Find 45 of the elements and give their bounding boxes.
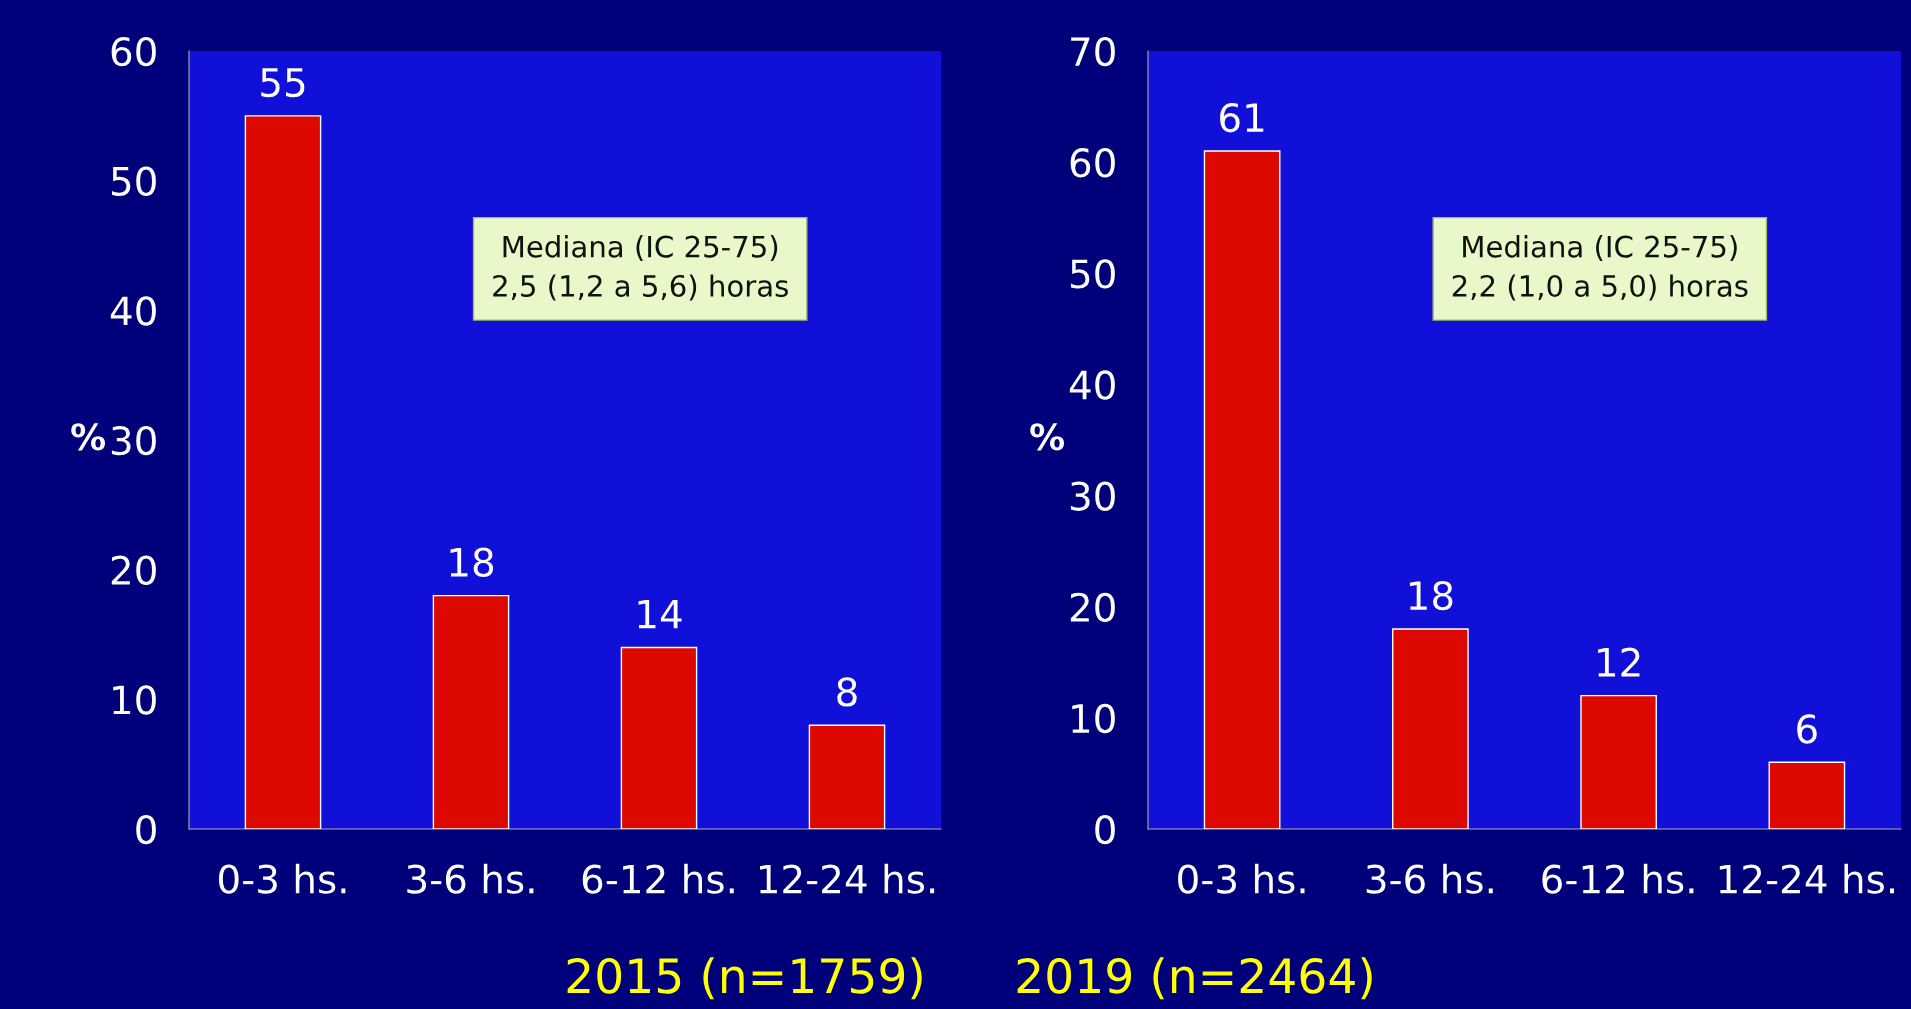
y-tick-label: 70 xyxy=(1071,36,1115,67)
y-axis-title: % xyxy=(71,423,106,451)
y-tick-label: 10 xyxy=(113,685,156,715)
text: 2015 (n=1759) xyxy=(567,957,922,1000)
x-tick-label: 12-24 hs. xyxy=(759,863,935,894)
annotation: Mediana (IC 25-75) 2,2 (1,0 a 5,0) horas xyxy=(1452,235,1748,301)
x-tick-label: 0-3 hs. xyxy=(218,863,346,894)
bar xyxy=(620,646,698,829)
y-tick-label: 20 xyxy=(1070,592,1115,623)
x-tick-label: 12-24 hs. xyxy=(1719,863,1894,894)
x-tick-label: 6-12 hs. xyxy=(1542,863,1694,894)
bar xyxy=(432,594,510,829)
data-label: 61 xyxy=(1220,102,1264,133)
y-tick-label: 50 xyxy=(111,166,156,196)
bar xyxy=(808,724,886,829)
y-tick-label: 20 xyxy=(111,555,156,585)
data-label: 18 xyxy=(450,547,494,577)
y-tick-label: 50 xyxy=(1070,259,1115,289)
x-tick-label: 0-3 hs. xyxy=(1178,863,1305,894)
data-label: 6 xyxy=(1797,714,1817,744)
bar xyxy=(244,115,322,829)
y-tick-label: 40 xyxy=(110,296,156,326)
y-tick-label: 0 xyxy=(1095,814,1115,845)
data-label: 18 xyxy=(1409,580,1453,611)
data-label: 14 xyxy=(638,599,682,629)
bar xyxy=(1203,150,1281,829)
y-tick-label: 40 xyxy=(1069,370,1115,400)
bar xyxy=(1768,761,1846,829)
x-tick-label: 3-6 hs. xyxy=(407,863,534,894)
y-tick-label: 30 xyxy=(1070,481,1115,511)
y-tick-label: 10 xyxy=(1072,703,1115,734)
annotation: Mediana (IC 25-75) 2,5 (1,2 a 5,6) horas xyxy=(493,235,788,301)
y-tick-label: 60 xyxy=(1070,148,1115,178)
y-tick-label: 60 xyxy=(111,36,156,67)
data-label: 55 xyxy=(261,68,305,98)
x-tick-label: 6-12 hs. xyxy=(582,863,734,894)
data-label: 8 xyxy=(837,677,857,707)
y-axis-title: % xyxy=(1030,423,1065,451)
bar xyxy=(1580,694,1657,829)
text: 2019 (n=2464) xyxy=(1017,957,1372,1000)
y-tick-label: 0 xyxy=(136,814,156,845)
data-label: 12 xyxy=(1598,647,1640,677)
bar xyxy=(1392,628,1469,829)
y-tick-label: 30 xyxy=(111,425,156,456)
x-tick-label: 3-6 hs. xyxy=(1366,863,1493,894)
